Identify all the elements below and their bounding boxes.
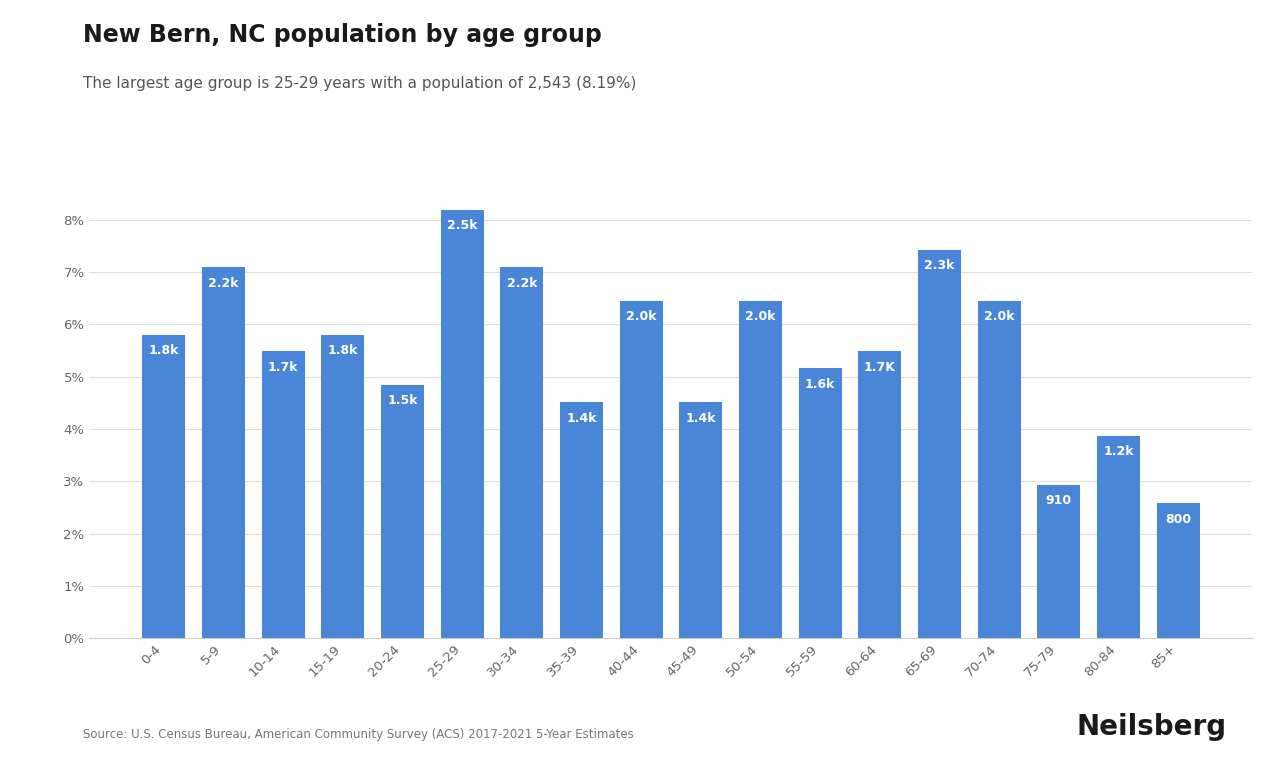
Bar <box>1157 503 1200 638</box>
Text: 2.2k: 2.2k <box>208 277 239 290</box>
Bar <box>859 351 901 638</box>
Bar <box>560 402 603 638</box>
Bar <box>202 268 245 638</box>
Text: 1.8k: 1.8k <box>327 344 358 357</box>
Bar <box>680 402 722 638</box>
Text: 2.3k: 2.3k <box>924 259 955 272</box>
Text: 1.5k: 1.5k <box>387 394 418 407</box>
Text: 1.4k: 1.4k <box>685 412 716 425</box>
Text: 1.7k: 1.7k <box>268 361 298 374</box>
Bar <box>381 385 424 638</box>
Text: 2.2k: 2.2k <box>506 277 537 290</box>
Text: 1.4k: 1.4k <box>566 412 597 425</box>
Text: 1.8k: 1.8k <box>148 344 179 357</box>
Bar <box>978 301 1021 638</box>
Text: 1.6k: 1.6k <box>805 378 836 391</box>
Text: 1.7K: 1.7K <box>864 361 896 374</box>
Bar <box>500 268 543 638</box>
Text: 2.0k: 2.0k <box>984 310 1015 323</box>
Bar <box>142 334 185 638</box>
Bar <box>262 351 304 638</box>
Text: 2.0k: 2.0k <box>626 310 657 323</box>
Bar <box>321 334 364 638</box>
Bar <box>620 301 662 638</box>
Text: Neilsberg: Neilsberg <box>1077 713 1227 741</box>
Text: New Bern, NC population by age group: New Bern, NC population by age group <box>83 23 602 47</box>
Text: 910: 910 <box>1045 495 1072 508</box>
Text: 800: 800 <box>1166 513 1191 526</box>
Bar <box>1038 485 1080 638</box>
Bar <box>739 301 782 638</box>
Bar <box>918 250 961 638</box>
Text: Source: U.S. Census Bureau, American Community Survey (ACS) 2017-2021 5-Year Est: Source: U.S. Census Bureau, American Com… <box>83 728 634 741</box>
Bar <box>441 210 483 638</box>
Bar <box>799 369 842 638</box>
Bar <box>1097 435 1140 638</box>
Text: 1.2k: 1.2k <box>1103 445 1134 458</box>
Text: 2.5k: 2.5k <box>447 219 478 232</box>
Text: The largest age group is 25-29 years with a population of 2,543 (8.19%): The largest age group is 25-29 years wit… <box>83 76 636 91</box>
Text: 2.0k: 2.0k <box>745 310 776 323</box>
